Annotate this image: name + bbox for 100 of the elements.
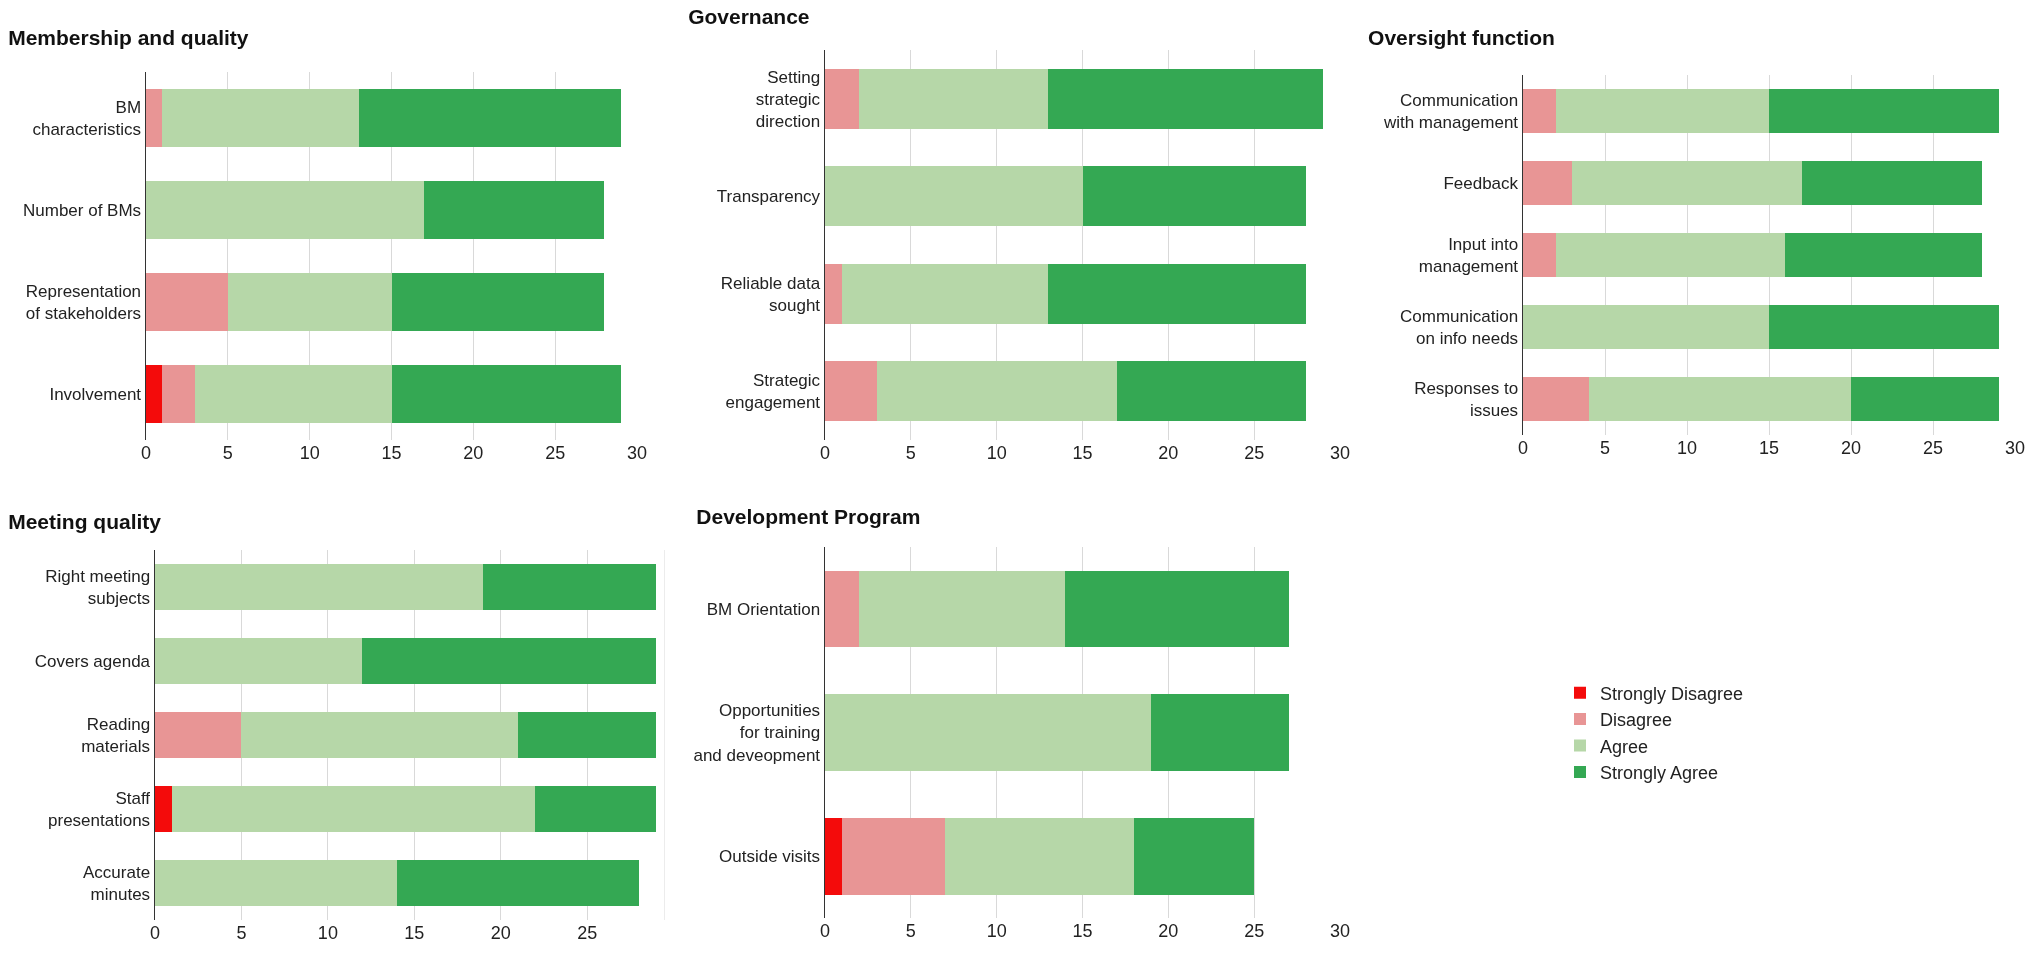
legend-label: Agree [1600,736,1649,757]
x-tick-label: 10 [1676,438,1698,458]
y-tick-label: Strategic engagement [725,371,821,413]
bar [1082,166,1306,227]
x-tick-label: 15 [381,443,402,463]
bar [825,570,860,648]
x-tick-label: 15 [1758,438,1780,458]
legend-label: Disagree [1600,710,1673,731]
x-tick-label: 0 [1517,438,1529,458]
y-tick-label: Communication on info needs [1399,306,1519,348]
bar [172,786,536,832]
x-tick-label: 15 [404,923,425,943]
bar [227,273,392,331]
x-tick-label: 30 [1329,921,1351,941]
bar [1523,88,1556,134]
bar [155,564,484,610]
y-tick-label: Representation of stakeholders [25,281,142,323]
y-tick-label: Reliable data sought [720,273,821,315]
x-tick-label: 30 [626,443,648,463]
x-tick-label: 0 [819,443,831,463]
chart-title: Development Program [696,505,921,529]
y-tick-label: Staff presentations [48,788,151,830]
x-tick-label: 0 [149,923,161,943]
bar [1572,160,1802,206]
bar [1523,376,1589,422]
x-tick-label: 25 [545,443,566,463]
bar [1588,376,1851,422]
x-tick-label: 10 [299,443,320,463]
x-tick-label: 10 [986,443,1007,463]
bar [146,365,163,423]
bar [146,181,425,239]
bar [155,860,398,906]
bar [162,89,359,147]
x-tick-label: 25 [1922,438,1944,458]
x-tick-label: 15 [1072,921,1093,941]
x-tick-label: 20 [1158,921,1179,941]
bar [1523,232,1556,278]
legend-label: Strongly Disagree [1600,683,1744,704]
bar [397,860,640,906]
bar [1048,68,1323,129]
x-tick-label: 30 [2004,438,2026,458]
chart-title: Meeting quality [8,510,162,534]
y-tick-label: Responses to issues [1414,378,1519,420]
x-tick-label: 25 [1244,921,1265,941]
y-tick-label: Input into management [1418,234,1519,276]
y-tick-label: Accurate minutes [83,862,151,904]
bar [535,786,657,832]
bar [155,638,363,684]
bar [146,273,228,331]
bar [1769,304,1999,350]
x-tick-label: 10 [986,921,1007,941]
chart-title: Membership and quality [8,26,249,50]
x-tick-label: 10 [317,923,338,943]
bar [825,263,843,324]
bar [825,361,877,422]
bar [241,712,519,758]
x-tick-label: 20 [1840,438,1862,458]
bar [859,68,1049,129]
x-tick-label: 25 [577,923,598,943]
y-tick-label: Outside visits [719,847,821,867]
bar [358,89,621,147]
bar [162,365,196,423]
y-tick-label: Number of BMs [23,200,142,220]
x-tick-label: 5 [236,923,247,943]
bar [483,564,657,610]
x-tick-label: 15 [1072,443,1093,463]
y-tick-label: Covers agenda [34,651,151,671]
bar [1048,263,1306,324]
bar [945,817,1134,895]
bar [842,263,1049,324]
bar [195,365,392,423]
y-tick-label: BM characteristics [32,97,142,139]
bar [1851,376,1999,422]
y-tick-label: Transparency [716,187,821,207]
y-tick-label: Right meeting subjects [45,566,151,608]
bar [842,817,946,895]
x-tick-label: 20 [490,923,511,943]
chart-title: Oversight function [1368,26,1555,50]
bar [1801,160,1983,206]
legend-label: Strongly Agree [1600,762,1719,783]
bar [1151,694,1289,771]
bar [825,166,1083,227]
bar [876,361,1117,422]
x-tick-label: 0 [140,443,152,463]
chart-title: Governance [688,5,810,29]
x-tick-label: 5 [222,443,233,463]
y-tick-label: Opportunities for training and deveopment [693,701,821,765]
bar [1785,232,1983,278]
y-tick-label: Feedback [1443,173,1519,193]
x-tick-label: 5 [905,443,916,463]
bar [859,570,1066,648]
bar [424,181,605,239]
bar [825,817,843,895]
x-tick-label: 20 [463,443,484,463]
bar [1555,232,1786,278]
bar [1523,160,1573,206]
bar [1523,304,1769,350]
bar [1134,817,1255,895]
y-tick-label: Reading materials [81,714,151,756]
x-tick-label: 0 [819,921,831,941]
